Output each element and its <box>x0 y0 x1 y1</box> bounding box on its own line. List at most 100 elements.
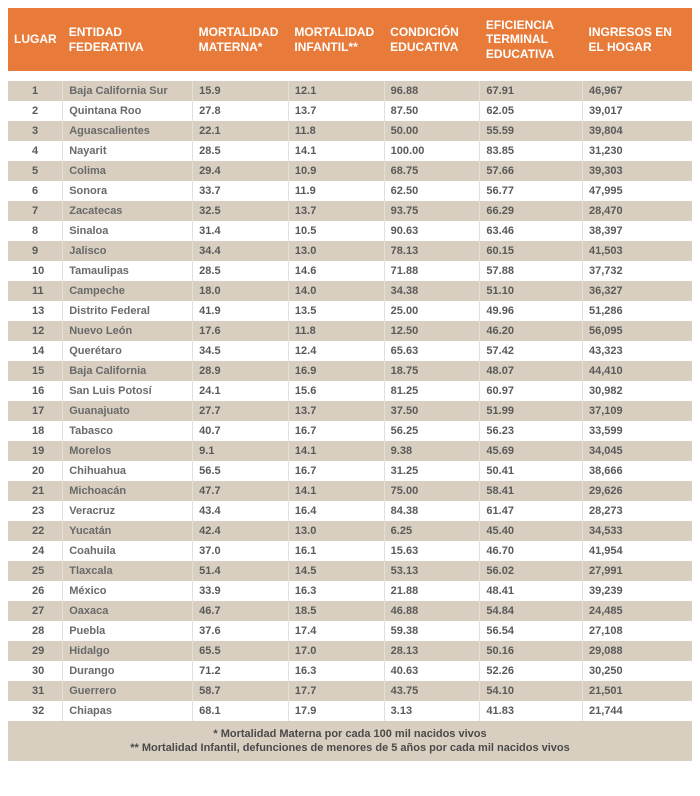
cell-19-3: 16.7 <box>288 461 384 481</box>
cell-5-5: 56.77 <box>480 181 583 201</box>
table-row: 30Durango71.216.340.6352.2630,250 <box>8 661 692 681</box>
cell-21-4: 84.38 <box>384 501 480 521</box>
cell-27-4: 59.38 <box>384 621 480 641</box>
cell-3-2: 28.5 <box>193 141 289 161</box>
cell-24-6: 27,991 <box>583 561 692 581</box>
cell-1-2: 27.8 <box>193 101 289 121</box>
cell-22-1: Yucatán <box>63 521 193 541</box>
cell-10-1: Campeche <box>63 281 193 301</box>
table-row: 21Michoacán47.714.175.0058.4129,626 <box>8 481 692 501</box>
cell-1-6: 39,017 <box>583 101 692 121</box>
cell-29-5: 52.26 <box>480 661 583 681</box>
footnote-2: ** Mortalidad Infantil, defunciones de m… <box>18 741 682 755</box>
cell-15-4: 81.25 <box>384 381 480 401</box>
cell-25-1: México <box>63 581 193 601</box>
cell-16-1: Guanajuato <box>63 401 193 421</box>
cell-15-3: 15.6 <box>288 381 384 401</box>
cell-12-6: 56,095 <box>583 321 692 341</box>
cell-6-3: 13.7 <box>288 201 384 221</box>
cell-1-1: Quintana Roo <box>63 101 193 121</box>
cell-1-3: 13.7 <box>288 101 384 121</box>
column-header-3: MORTALIDAD INFANTIL** <box>288 8 384 71</box>
cell-13-4: 65.63 <box>384 341 480 361</box>
table-row: 32Chiapas68.117.93.1341.8321,744 <box>8 701 692 721</box>
cell-18-1: Morelos <box>63 441 193 461</box>
cell-23-2: 37.0 <box>193 541 289 561</box>
cell-31-4: 3.13 <box>384 701 480 721</box>
cell-24-2: 51.4 <box>193 561 289 581</box>
table-row: 3Aguascalientes22.111.850.0055.5939,804 <box>8 121 692 141</box>
cell-1-5: 62.05 <box>480 101 583 121</box>
cell-9-4: 71.88 <box>384 261 480 281</box>
cell-24-5: 56.02 <box>480 561 583 581</box>
cell-22-2: 42.4 <box>193 521 289 541</box>
cell-25-4: 21.88 <box>384 581 480 601</box>
cell-18-6: 34,045 <box>583 441 692 461</box>
column-header-0: LUGAR <box>8 8 63 71</box>
cell-25-2: 33.9 <box>193 581 289 601</box>
cell-14-2: 28.9 <box>193 361 289 381</box>
cell-27-5: 56.54 <box>480 621 583 641</box>
table-row: 4Nayarit28.514.1100.0083.8531,230 <box>8 141 692 161</box>
cell-17-0: 18 <box>8 421 63 441</box>
cell-6-1: Zacatecas <box>63 201 193 221</box>
cell-29-6: 30,250 <box>583 661 692 681</box>
cell-19-5: 50.41 <box>480 461 583 481</box>
cell-4-6: 39,303 <box>583 161 692 181</box>
cell-22-6: 34,533 <box>583 521 692 541</box>
cell-4-4: 68.75 <box>384 161 480 181</box>
table-row: 26México33.916.321.8848.4139,239 <box>8 581 692 601</box>
table-row: 11Campeche18.014.034.3851.1036,327 <box>8 281 692 301</box>
cell-0-0: 1 <box>8 81 63 101</box>
cell-11-4: 25.00 <box>384 301 480 321</box>
cell-20-0: 21 <box>8 481 63 501</box>
cell-27-6: 27,108 <box>583 621 692 641</box>
cell-10-4: 34.38 <box>384 281 480 301</box>
cell-31-0: 32 <box>8 701 63 721</box>
cell-15-1: San Luis Potosí <box>63 381 193 401</box>
table-row: 16San Luis Potosí24.115.681.2560.9730,98… <box>8 381 692 401</box>
cell-9-3: 14.6 <box>288 261 384 281</box>
cell-2-1: Aguascalientes <box>63 121 193 141</box>
cell-13-6: 43,323 <box>583 341 692 361</box>
cell-13-0: 14 <box>8 341 63 361</box>
table-row: 14Querétaro34.512.465.6357.4243,323 <box>8 341 692 361</box>
cell-7-4: 90.63 <box>384 221 480 241</box>
cell-6-2: 32.5 <box>193 201 289 221</box>
cell-25-5: 48.41 <box>480 581 583 601</box>
cell-1-4: 87.50 <box>384 101 480 121</box>
cell-14-1: Baja California <box>63 361 193 381</box>
table-row: 22Yucatán42.413.06.2545.4034,533 <box>8 521 692 541</box>
cell-12-3: 11.8 <box>288 321 384 341</box>
cell-20-1: Michoacán <box>63 481 193 501</box>
cell-31-2: 68.1 <box>193 701 289 721</box>
cell-0-6: 46,967 <box>583 81 692 101</box>
cell-0-2: 15.9 <box>193 81 289 101</box>
cell-7-1: Sinaloa <box>63 221 193 241</box>
cell-2-5: 55.59 <box>480 121 583 141</box>
cell-8-6: 41,503 <box>583 241 692 261</box>
cell-19-0: 20 <box>8 461 63 481</box>
cell-19-6: 38,666 <box>583 461 692 481</box>
table-row: 5Colima29.410.968.7557.6639,303 <box>8 161 692 181</box>
data-table: LUGARENTIDAD FEDERATIVAMORTALIDAD MATERN… <box>8 8 692 721</box>
cell-0-3: 12.1 <box>288 81 384 101</box>
cell-11-1: Distrito Federal <box>63 301 193 321</box>
table-row: 13Distrito Federal41.913.525.0049.9651,2… <box>8 301 692 321</box>
cell-26-2: 46.7 <box>193 601 289 621</box>
cell-4-5: 57.66 <box>480 161 583 181</box>
cell-16-2: 27.7 <box>193 401 289 421</box>
cell-6-5: 66.29 <box>480 201 583 221</box>
table-row: 27Oaxaca46.718.546.8854.8424,485 <box>8 601 692 621</box>
cell-11-0: 13 <box>8 301 63 321</box>
cell-13-5: 57.42 <box>480 341 583 361</box>
cell-17-5: 56.23 <box>480 421 583 441</box>
cell-25-0: 26 <box>8 581 63 601</box>
cell-30-6: 21,501 <box>583 681 692 701</box>
cell-26-3: 18.5 <box>288 601 384 621</box>
table-row: 19Morelos9.114.19.3845.6934,045 <box>8 441 692 461</box>
header-row: LUGARENTIDAD FEDERATIVAMORTALIDAD MATERN… <box>8 8 692 71</box>
cell-7-0: 8 <box>8 221 63 241</box>
table-row: 17Guanajuato27.713.737.5051.9937,109 <box>8 401 692 421</box>
cell-13-1: Querétaro <box>63 341 193 361</box>
